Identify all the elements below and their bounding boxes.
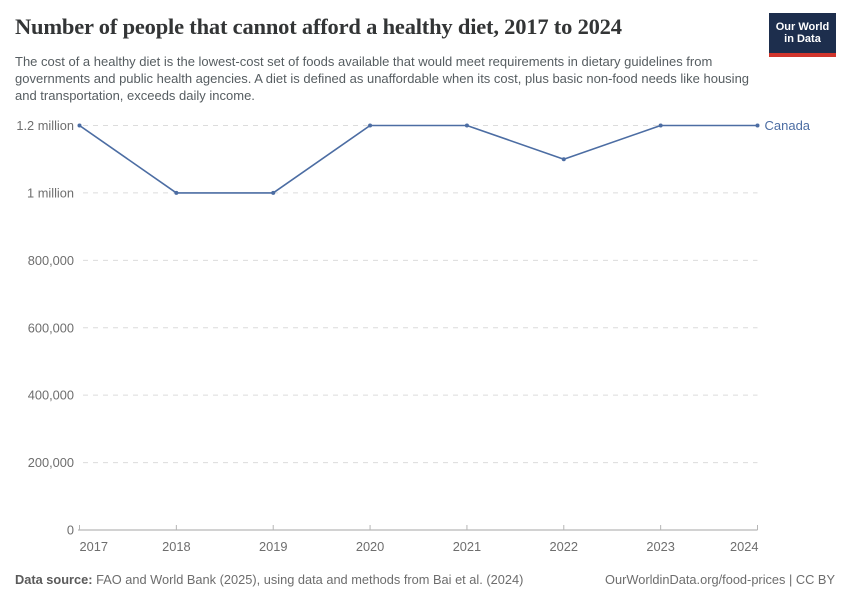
y-tick-label: 0 [67, 523, 74, 538]
canada-trend-line[interactable] [79, 124, 758, 194]
data-source-label: Data source: [15, 572, 93, 587]
data-point-marker[interactable] [464, 123, 469, 128]
owid-logo[interactable]: Our World in Data [769, 13, 836, 57]
x-tick-label: 2021 [453, 539, 481, 554]
chart-footer: Data source: FAO and World Bank (2025), … [15, 572, 835, 587]
x-tick-label: 2018 [162, 539, 190, 554]
data-point-marker[interactable] [174, 190, 179, 195]
data-point-marker[interactable] [368, 123, 373, 128]
owid-logo-text: Our World in Data [775, 20, 830, 46]
entity-label-canada[interactable]: Canada [765, 118, 811, 133]
data-point-marker[interactable] [561, 157, 566, 162]
y-tick-label: 800,000 [28, 253, 74, 268]
data-point-marker[interactable] [755, 123, 760, 128]
x-tick-label: 2020 [356, 539, 384, 554]
x-tick-label: 2019 [259, 539, 287, 554]
data-point-marker[interactable] [658, 123, 663, 128]
y-tick-label: 600,000 [28, 320, 74, 335]
owid-url-license-link[interactable]: OurWorldinData.org/food-prices | CC BY [605, 572, 835, 587]
page-title: Number of people that cannot afford a he… [15, 14, 622, 39]
x-tick-label: 2024 [730, 539, 758, 554]
data-point-marker[interactable] [271, 190, 276, 195]
x-tick-label: 2023 [646, 539, 674, 554]
x-tick-label: 2022 [550, 539, 578, 554]
chart-subtitle: The cost of a healthy diet is the lowest… [15, 54, 750, 103]
data-point-marker[interactable] [77, 123, 82, 128]
y-tick-label: 200,000 [28, 455, 74, 470]
y-tick-label: 400,000 [28, 388, 74, 403]
data-source-text: FAO and World Bank (2025), using data an… [92, 572, 524, 587]
y-tick-label: 1.2 million [16, 118, 74, 133]
data-source-note: Data source: FAO and World Bank (2025), … [15, 572, 523, 587]
y-tick-label: 1 million [27, 185, 74, 200]
x-tick-label: 2017 [80, 539, 108, 554]
